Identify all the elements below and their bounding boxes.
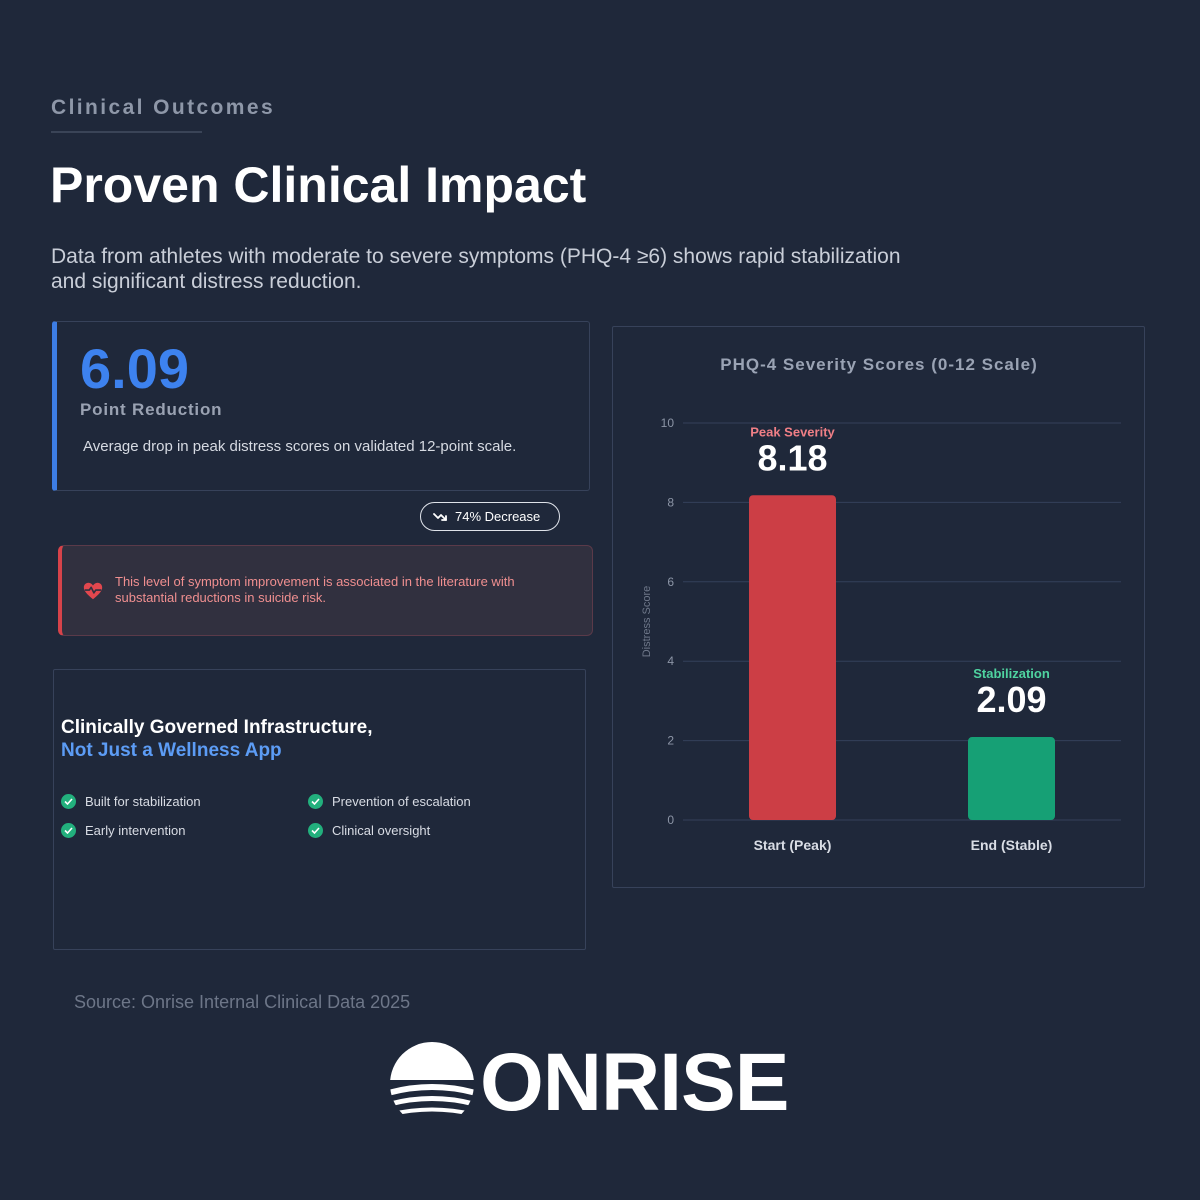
feature-label: Prevention of escalation bbox=[332, 794, 471, 809]
stat-value: 6.09 bbox=[80, 337, 189, 400]
y-axis-label: Distress Score bbox=[641, 586, 653, 658]
bar-stable bbox=[968, 737, 1055, 820]
check-circle-icon bbox=[61, 823, 76, 838]
decrease-badge-label: 74% Decrease bbox=[455, 509, 541, 524]
stat-description: Average drop in peak distress scores on … bbox=[83, 438, 517, 455]
feature-label: Built for stabilization bbox=[85, 794, 201, 809]
feature-item: Prevention of escalation bbox=[308, 794, 471, 809]
x-tick-label: End (Stable) bbox=[971, 837, 1053, 853]
check-circle-icon bbox=[61, 794, 76, 809]
feature-label: Clinical oversight bbox=[332, 823, 431, 838]
trending-down-icon bbox=[433, 512, 447, 521]
feature-label: Early intervention bbox=[85, 823, 186, 838]
x-tick-label: Start (Peak) bbox=[754, 837, 832, 853]
bar-annotation: Stabilization bbox=[973, 666, 1050, 681]
chart-title: PHQ-4 Severity Scores (0-12 Scale) bbox=[720, 355, 1037, 374]
check-circle-icon bbox=[308, 794, 323, 809]
y-tick-label: 4 bbox=[667, 654, 674, 668]
onrise-logo: ONRISE bbox=[388, 1040, 798, 1125]
alert-box: This level of symptom improvement is ass… bbox=[58, 545, 593, 636]
y-tick-label: 8 bbox=[667, 495, 674, 509]
infra-subtitle: Not Just a Wellness App bbox=[61, 740, 282, 761]
page-title: Proven Clinical Impact bbox=[50, 157, 587, 213]
feature-item: Early intervention bbox=[61, 823, 185, 838]
decrease-badge: 74% Decrease bbox=[420, 502, 560, 531]
stat-card: 6.09 Point Reduction Average drop in pea… bbox=[52, 321, 590, 491]
bar-value-label: 8.18 bbox=[757, 437, 827, 478]
infra-title: Clinically Governed Infrastructure, bbox=[61, 717, 373, 738]
chart-card: PHQ-4 Severity Scores (0-12 Scale) 0 2 4 6 8 1… bbox=[612, 326, 1145, 888]
eyebrow-rule bbox=[51, 131, 202, 133]
check-circle-icon bbox=[308, 823, 323, 838]
subtitle: Data from athletes with moderate to seve… bbox=[51, 245, 901, 293]
heart-pulse-icon bbox=[83, 582, 103, 600]
eyebrow: Clinical Outcomes bbox=[51, 96, 276, 119]
y-tick-label: 10 bbox=[661, 416, 675, 430]
y-tick-label: 6 bbox=[667, 575, 674, 589]
source-note: Source: Onrise Internal Clinical Data 20… bbox=[74, 992, 411, 1012]
y-tick-label: 0 bbox=[667, 813, 674, 827]
sunrise-logo-icon bbox=[390, 1042, 474, 1117]
bar-value-label: 2.09 bbox=[976, 679, 1046, 720]
bar-annotation: Peak Severity bbox=[750, 424, 835, 439]
alert-text: This level of symptom improvement is ass… bbox=[115, 574, 515, 605]
infra-card: Clinically Governed Infrastructure, Not … bbox=[53, 669, 586, 950]
bar-peak bbox=[749, 495, 836, 820]
y-tick-label: 2 bbox=[667, 734, 674, 748]
feature-item: Built for stabilization bbox=[61, 794, 201, 809]
severity-chart: PHQ-4 Severity Scores (0-12 Scale) 0 2 4 6 8 1… bbox=[641, 355, 1121, 853]
feature-item: Clinical oversight bbox=[308, 823, 430, 838]
stat-label: Point Reduction bbox=[80, 400, 223, 419]
logo-wordmark: ONRISE bbox=[480, 1037, 789, 1128]
